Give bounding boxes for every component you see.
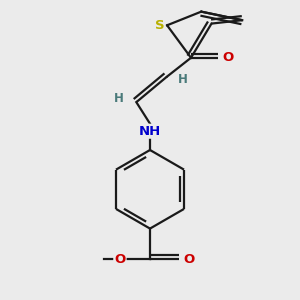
Text: S: S bbox=[155, 19, 164, 32]
Text: O: O bbox=[114, 253, 126, 266]
Text: H: H bbox=[178, 74, 188, 86]
Text: O: O bbox=[222, 51, 233, 64]
Text: O: O bbox=[183, 253, 194, 266]
Text: H: H bbox=[114, 92, 124, 105]
Text: NH: NH bbox=[139, 125, 161, 138]
